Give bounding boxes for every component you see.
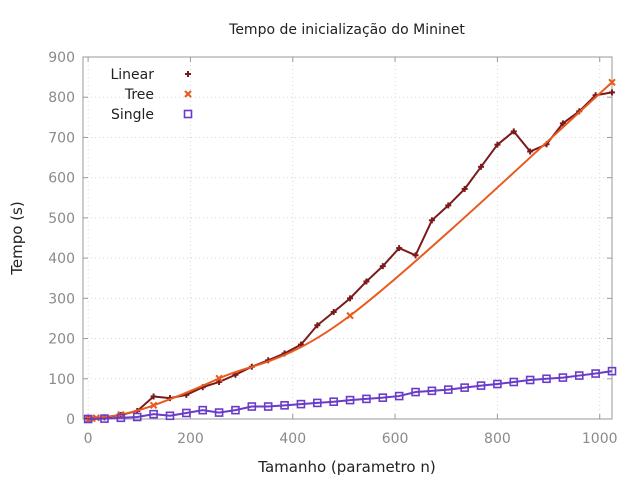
legend: Linear Tree Single: [110, 67, 193, 123]
x-tick-label: 400: [279, 431, 306, 447]
y-axis-label: Tempo (s): [8, 201, 26, 275]
grid: [83, 57, 612, 419]
series-tree: [85, 78, 616, 423]
data-point-single: [460, 383, 469, 392]
data-point-single: [182, 408, 191, 418]
series-line-tree: [89, 81, 613, 420]
x-tick-label: 800: [484, 431, 511, 447]
y-tick-label: 800: [48, 90, 75, 106]
y-tick-label: 700: [48, 130, 75, 146]
data-point-single: [329, 397, 338, 407]
data-point-linear: [527, 148, 534, 155]
data-point-single: [132, 412, 142, 422]
y-tick-label: 600: [48, 171, 75, 187]
data-point-linear: [412, 252, 419, 259]
data-point-single: [280, 401, 289, 410]
data-point-linear: [396, 245, 403, 252]
data-point-linear: [379, 263, 386, 270]
data-point-tree: [215, 374, 223, 383]
y-tick-label: 200: [48, 332, 75, 348]
series-linear: [85, 89, 615, 422]
data-point-single: [247, 402, 257, 411]
data-point-single: [427, 386, 437, 396]
x-tick-label: 1000: [582, 431, 618, 447]
x-tick-label: 200: [177, 431, 204, 447]
data-point-single: [165, 411, 175, 421]
data-point-single: [509, 377, 519, 387]
data-point-single: [411, 387, 420, 397]
data-point-linear: [347, 295, 354, 302]
data-point-single: [100, 414, 109, 423]
y-tick-label: 0: [66, 412, 75, 428]
legend-label-linear: Linear: [110, 67, 154, 83]
series-line-linear: [88, 91, 613, 420]
x-axis-label: Tamanho (parametro n): [257, 458, 435, 476]
data-point-single: [83, 414, 93, 424]
data-point-single: [296, 399, 306, 409]
data-point-linear: [216, 378, 223, 385]
data-point-linear: [461, 185, 468, 192]
data-point-tree: [346, 311, 354, 320]
data-point-single: [574, 371, 584, 380]
series-layer: [83, 78, 617, 424]
data-point-single: [591, 369, 600, 378]
data-point-linear: [510, 128, 517, 135]
data-point-single: [378, 393, 388, 402]
data-point-linear: [314, 322, 321, 329]
y-tick-label: 900: [48, 50, 75, 66]
legend-marker-single: [183, 109, 193, 119]
x-tick-label: 0: [84, 431, 93, 447]
x-tick-label: 600: [382, 431, 409, 447]
y-tick-label: 300: [48, 291, 75, 307]
data-point-tree: [149, 401, 158, 410]
legend-marker-linear: [185, 71, 191, 77]
data-point-single: [313, 398, 322, 408]
data-point-linear: [150, 393, 157, 400]
data-point-linear: [330, 309, 337, 316]
y-tick-label: 400: [48, 251, 75, 267]
data-point-single: [443, 385, 453, 394]
data-point-single: [263, 402, 273, 411]
data-point-linear: [363, 278, 370, 285]
data-point-single: [558, 373, 568, 382]
data-point-single: [149, 409, 158, 419]
axes: 0 100 200 300 400 500 600 700 800 900 0 200 400 600 80…: [48, 50, 617, 447]
legend-marker-tree: [184, 90, 192, 98]
data-point-single: [542, 374, 551, 384]
plot-frame: [82, 56, 613, 420]
data-point-single: [394, 391, 404, 401]
data-point-single: [345, 395, 355, 405]
data-point-single: [607, 366, 617, 376]
data-point-single: [493, 379, 502, 389]
data-point-linear: [445, 202, 452, 209]
data-point-linear: [494, 141, 501, 148]
data-point-linear: [478, 163, 485, 170]
data-point-tree: [608, 78, 616, 87]
series-line-single: [88, 370, 613, 420]
data-point-single: [116, 413, 126, 423]
chart-title: Tempo de inicialização do Mininet: [228, 22, 465, 38]
legend-label-single: Single: [111, 107, 154, 123]
data-point-single: [476, 381, 486, 390]
data-point-single: [525, 375, 535, 385]
data-point-linear: [559, 120, 566, 127]
data-point-single: [214, 408, 224, 417]
data-point-linear: [609, 89, 615, 96]
data-point-single: [362, 394, 371, 404]
y-tick-label: 100: [48, 372, 75, 388]
data-point-linear: [428, 217, 435, 224]
y-tick-label: 500: [48, 211, 75, 227]
data-point-single: [231, 405, 240, 415]
series-single: [83, 366, 617, 424]
data-point-single: [198, 405, 208, 415]
legend-label-tree: Tree: [124, 87, 154, 103]
